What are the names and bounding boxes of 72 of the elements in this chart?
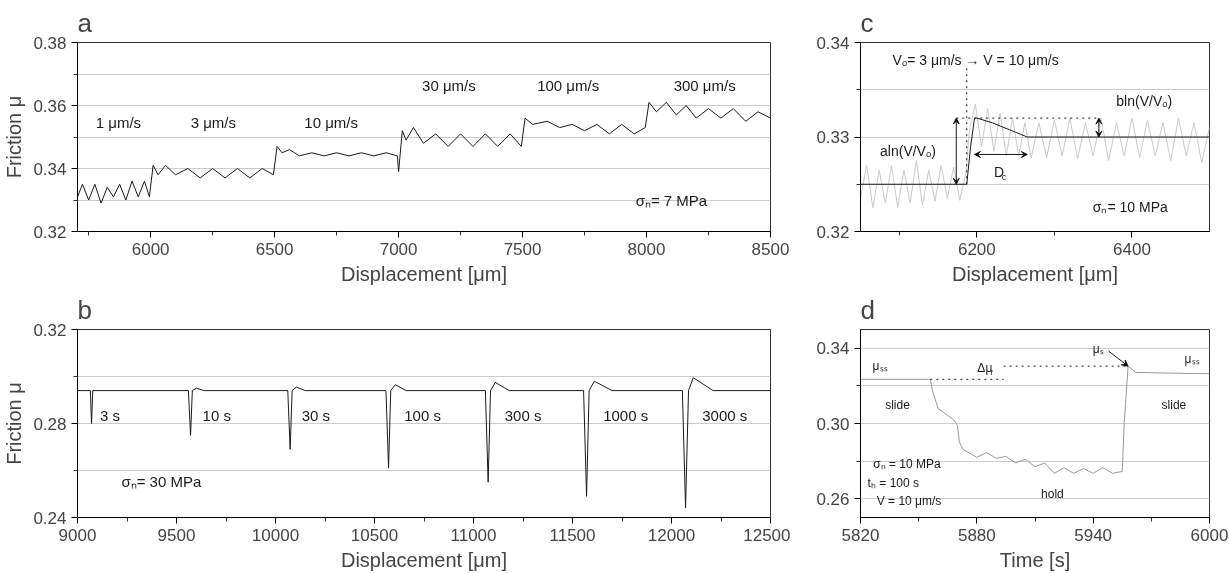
annotation: 1 μm/s	[95, 113, 142, 131]
y-axis-title: Friction μ	[3, 95, 26, 179]
annotation: 3 s	[100, 406, 121, 424]
annotation: 1000 s	[603, 406, 649, 424]
annotation: μₛₛ	[1184, 352, 1200, 367]
annotation: 30 μm/s	[422, 77, 476, 95]
x-tick-label: 6000	[131, 239, 170, 259]
annotation: σₙ= 30 MPa	[121, 473, 202, 491]
annotation: 100 s	[404, 406, 441, 424]
x-axis-title: Time [s]	[999, 548, 1071, 571]
x-tick-label: 6000	[1190, 525, 1229, 545]
chart-title: a	[77, 7, 93, 38]
y-tick-label: 0.36	[33, 96, 67, 116]
y-tick-label: 0.26	[816, 489, 850, 509]
x-tick-label: 10000	[251, 525, 300, 545]
annotation: μₛ	[1092, 342, 1104, 357]
x-tick-label: 9000	[58, 525, 97, 545]
y-tick-label: 0.38	[33, 33, 67, 53]
annotation: 3000 s	[702, 406, 748, 424]
y-tick-label: 0.32	[816, 222, 850, 242]
y-tick-label: 0.32	[33, 320, 67, 340]
x-tick-label: 6500	[255, 239, 294, 259]
x-tick-label: 8000	[627, 239, 666, 259]
annotation: 10 s	[202, 406, 231, 424]
y-tick-label: 0.30	[816, 414, 850, 434]
chart-title: d	[860, 294, 875, 325]
x-tick-label: 6200	[957, 239, 996, 259]
x-tick-label: 9500	[157, 525, 196, 545]
annotation: Vₒ= 3 μm/s → V = 10 μm/s	[892, 51, 1059, 68]
annotation: σₙ= 7 MPa	[635, 192, 708, 210]
x-tick-label: 12500	[743, 525, 791, 545]
y-tick-label: 0.34	[816, 33, 850, 53]
y-tick-label: 0.34	[816, 339, 850, 359]
annotation: V = 10 μm/s	[876, 494, 942, 509]
annotation: 30 s	[301, 406, 331, 424]
annotation: 100 μm/s	[537, 77, 600, 95]
annotation: σₙ= 10 MPa	[1092, 198, 1168, 215]
x-tick-label: 5820	[841, 525, 880, 545]
x-tick-label: 8500	[751, 239, 790, 259]
y-tick-label: 0.32	[33, 222, 67, 242]
annotation: 3 μm/s	[190, 113, 236, 131]
annotation: bln(V/Vₒ)	[1116, 93, 1173, 110]
x-tick-label: 6400	[1113, 239, 1151, 259]
x-tick-label: 7000	[379, 239, 418, 259]
chart-title: b	[77, 294, 92, 325]
line-series	[77, 377, 771, 509]
annotation: slide	[1161, 397, 1187, 412]
annotation: aln(V/Vₒ)	[880, 143, 936, 160]
annotation: 10 μm/s	[304, 113, 358, 131]
x-tick-label: 5880	[957, 525, 996, 545]
annotation: 300 s	[504, 406, 542, 424]
chart-title: c	[860, 7, 874, 38]
y-tick-label: 0.28	[33, 414, 67, 434]
x-tick-label: 12000	[647, 525, 696, 545]
annotation: slide	[885, 397, 911, 412]
y-tick-label: 0.24	[33, 508, 67, 528]
y-tick-label: 0.33	[816, 128, 850, 147]
annotation: tₕ = 100 s	[867, 475, 919, 490]
annotation: hold	[1041, 487, 1064, 502]
x-tick-label: 11500	[549, 525, 596, 545]
x-tick-label: 10500	[350, 525, 399, 545]
x-axis-title: Displacement [μm]	[340, 548, 508, 571]
y-tick-label: 0.34	[33, 159, 67, 179]
x-axis-title: Displacement [μm]	[340, 262, 508, 285]
annotation: σₙ = 10 MPa	[873, 456, 941, 471]
x-tick-label: 7500	[503, 239, 542, 259]
annotation: μₛₛ	[872, 359, 888, 374]
x-axis-title: Displacement [μm]	[951, 262, 1119, 285]
x-tick-label: 11000	[450, 525, 497, 545]
x-tick-label: 5940	[1074, 525, 1113, 545]
y-axis-title: Friction μ	[3, 382, 26, 465]
annotation: 300 μm/s	[673, 77, 736, 95]
